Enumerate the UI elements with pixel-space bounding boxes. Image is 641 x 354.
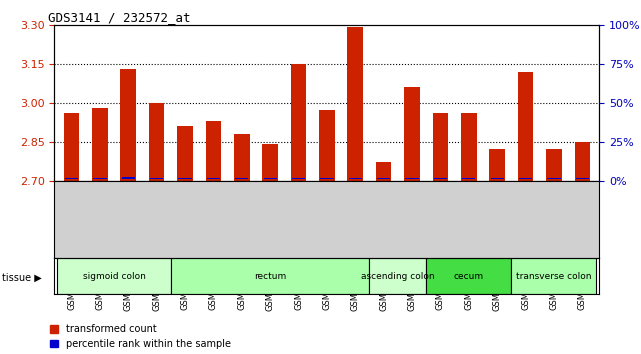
Bar	[377, 178, 390, 179]
Bar	[319, 110, 335, 181]
Text: transverse colon: transverse colon	[516, 272, 592, 281]
Bar	[263, 178, 277, 179]
Bar	[547, 178, 561, 179]
Legend: transformed count, percentile rank within the sample: transformed count, percentile rank withi…	[50, 324, 231, 349]
Bar	[122, 177, 135, 179]
Bar	[57, 258, 171, 294]
Bar	[206, 121, 221, 181]
Bar	[546, 149, 562, 181]
Text: GDS3141 / 232572_at: GDS3141 / 232572_at	[48, 11, 190, 24]
Bar	[171, 258, 369, 294]
Bar	[376, 162, 392, 181]
Bar	[207, 178, 220, 179]
Bar	[519, 178, 532, 179]
Bar	[404, 87, 420, 181]
Bar	[63, 113, 79, 181]
Bar	[291, 64, 306, 181]
Bar	[349, 178, 362, 179]
Bar	[512, 258, 597, 294]
Bar	[262, 144, 278, 181]
Bar	[347, 27, 363, 181]
Text: ascending colon: ascending colon	[361, 272, 435, 281]
Bar	[461, 113, 477, 181]
Text: rectum: rectum	[254, 272, 287, 281]
Bar	[177, 126, 193, 181]
Bar	[369, 258, 426, 294]
Bar	[150, 178, 163, 179]
Bar	[490, 178, 504, 179]
Bar	[405, 178, 419, 179]
Bar	[121, 69, 136, 181]
Bar	[292, 178, 305, 179]
Text: sigmoid colon: sigmoid colon	[83, 272, 146, 281]
Bar	[489, 149, 505, 181]
Bar	[235, 178, 249, 179]
Bar	[93, 178, 106, 179]
Bar	[426, 258, 512, 294]
Bar	[65, 178, 78, 179]
Bar	[434, 178, 447, 179]
Bar	[433, 113, 448, 181]
Bar	[92, 108, 108, 181]
Bar	[149, 103, 165, 181]
Text: cecum: cecum	[454, 272, 484, 281]
Bar	[518, 72, 533, 181]
Text: tissue ▶: tissue ▶	[2, 273, 42, 283]
Bar	[320, 178, 333, 179]
Bar	[234, 134, 249, 181]
Bar	[576, 178, 589, 179]
Bar	[462, 178, 476, 179]
Bar	[574, 142, 590, 181]
Bar	[178, 178, 192, 179]
